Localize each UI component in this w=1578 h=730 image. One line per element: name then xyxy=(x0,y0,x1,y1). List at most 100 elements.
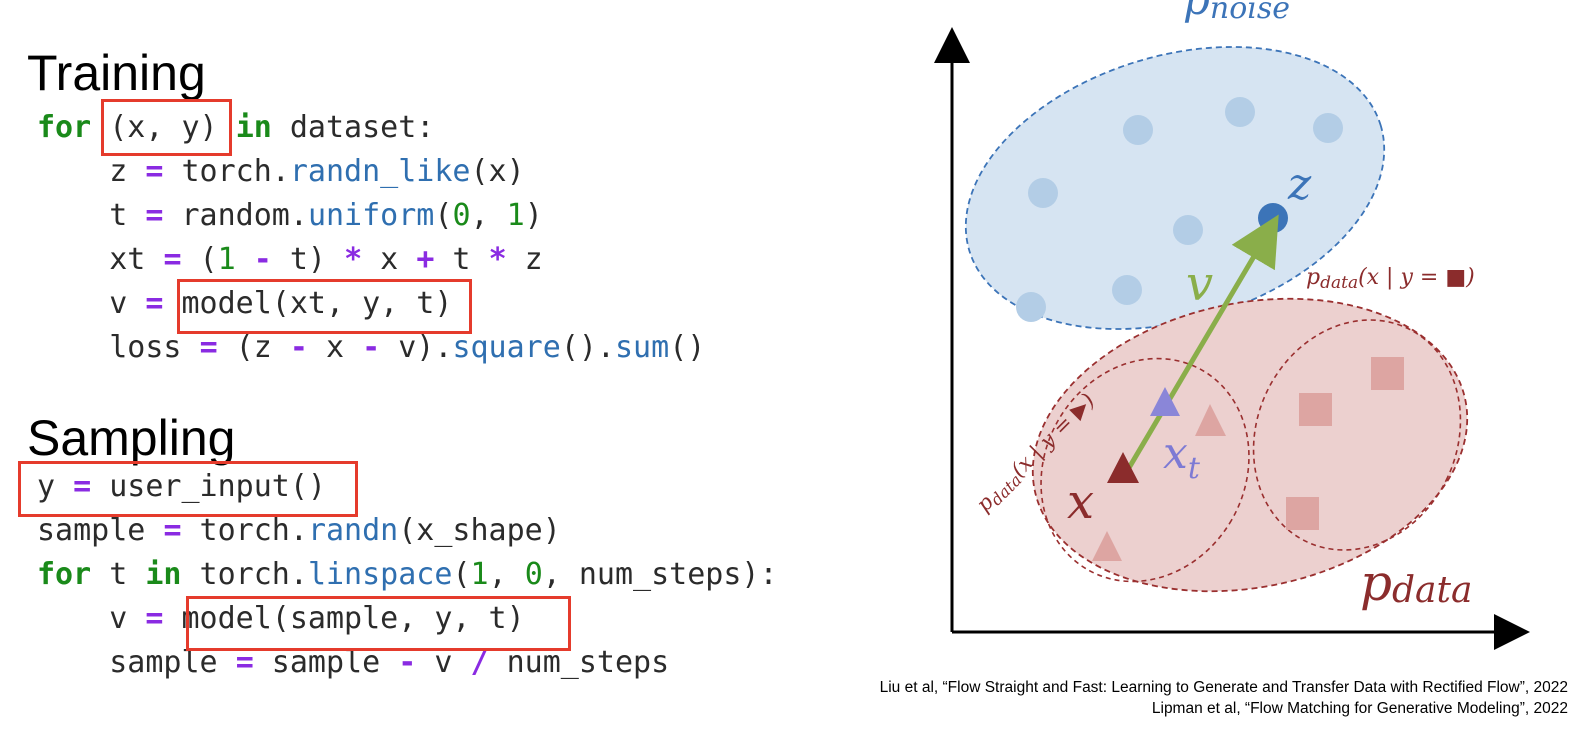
code-token: 0 xyxy=(524,557,543,592)
code-line: for t in torch.linspace(1, 0, num_steps)… xyxy=(37,553,778,597)
training-heading: Training xyxy=(27,45,206,101)
noise-dot xyxy=(1313,113,1343,143)
code-token: t xyxy=(37,198,146,233)
code-line: v = model(sample, y, t) xyxy=(37,597,778,641)
code-token: + xyxy=(416,242,435,277)
x-sample-triangle xyxy=(1107,452,1139,483)
code-token: linspace xyxy=(307,557,453,592)
noise-samples xyxy=(1016,97,1343,322)
citation-lipman: Lipman et al, “Flow Matching for Generat… xyxy=(1151,700,1568,717)
citation-liu: Liu et al, “Flow Straight and Fast: Lear… xyxy=(879,679,1568,696)
code-token: = xyxy=(163,242,182,277)
code-token: ( xyxy=(181,242,218,277)
code-token: t) xyxy=(271,242,345,277)
code-token: in xyxy=(145,557,182,592)
code-token: y xyxy=(37,469,74,504)
triangle-sample xyxy=(1092,531,1122,561)
code-token: = xyxy=(163,513,182,548)
code-token: torch. xyxy=(181,513,308,548)
code-token: = xyxy=(73,469,92,504)
code-token: - xyxy=(362,330,381,365)
triangle-class-region xyxy=(1040,357,1250,583)
noise-dot xyxy=(1123,115,1153,145)
code-line: z = torch.randn_like(x) xyxy=(37,150,705,194)
code-token: z xyxy=(506,242,543,277)
code-token: x xyxy=(307,330,363,365)
code-token: v xyxy=(37,286,146,321)
highlight-box-user-input xyxy=(18,461,358,517)
code-line: v = model(xt, y, t) xyxy=(37,282,705,326)
code-line: for (x, y) in dataset: xyxy=(37,106,705,150)
code-token: t xyxy=(434,242,489,277)
code-token: - xyxy=(289,330,308,365)
code-token: ) xyxy=(524,198,543,233)
code-token: = xyxy=(145,601,164,636)
data-distribution xyxy=(1031,297,1469,593)
code-token: 1 xyxy=(506,198,525,233)
z-label: z xyxy=(1287,159,1312,210)
code-token: , num_steps): xyxy=(542,557,778,592)
code-token: (z xyxy=(217,330,290,365)
code-token: , xyxy=(488,557,525,592)
code-token: , xyxy=(470,198,507,233)
code-token: randn_like xyxy=(289,154,471,189)
code-token: user_input() xyxy=(91,469,326,504)
code-token: * xyxy=(344,242,363,277)
noise-dot xyxy=(1112,275,1142,305)
code-token: * xyxy=(488,242,507,277)
code-token: torch. xyxy=(163,154,290,189)
noise-dot xyxy=(1016,292,1046,322)
noise-distribution xyxy=(964,46,1386,330)
code-token: 0 xyxy=(452,198,471,233)
code-token: model(xt, y, t) xyxy=(163,286,453,321)
code-line: loss = (z - x - v).square().sum() xyxy=(37,326,705,370)
p-noise-label: pnoise xyxy=(1183,0,1290,26)
code-token: sum xyxy=(615,330,670,365)
p-data-label: pdata xyxy=(1360,554,1472,612)
noise-dot xyxy=(1028,178,1058,208)
code-token: for xyxy=(37,557,92,592)
z-sample-dot xyxy=(1258,203,1288,233)
x-label: x xyxy=(1067,474,1094,530)
code-token: random. xyxy=(163,198,308,233)
code-token: uniform xyxy=(307,198,435,233)
code-token: torch. xyxy=(181,557,308,592)
code-token: - xyxy=(398,645,417,680)
code-token: (x, y) xyxy=(109,110,218,145)
code-line: y = user_input() xyxy=(37,465,778,509)
code-token: xt xyxy=(37,242,164,277)
code-token: sample xyxy=(37,513,164,548)
code-token: dataset: xyxy=(271,110,435,145)
code-line: sample = torch.randn(x_shape) xyxy=(37,509,778,553)
code-token: - xyxy=(253,242,272,277)
code-token: v xyxy=(37,601,146,636)
code-token: = xyxy=(235,645,254,680)
v-label: v xyxy=(1186,256,1213,312)
noise-dot xyxy=(1173,215,1203,245)
code-token: = xyxy=(199,330,218,365)
code-line: xt = (1 - t) * x + t * z xyxy=(37,238,705,282)
square-sample xyxy=(1299,393,1332,426)
code-token: z xyxy=(37,154,146,189)
code-token: in xyxy=(235,110,272,145)
xt-sample-triangle xyxy=(1150,387,1180,416)
square-sample xyxy=(1286,497,1319,530)
code-token: 1 xyxy=(470,557,489,592)
training-code-block: for (x, y) in dataset: z = torch.randn_l… xyxy=(37,106,705,370)
code-token: ( xyxy=(452,557,471,592)
code-token: x xyxy=(362,242,417,277)
code-token: = xyxy=(145,198,164,233)
code-token: = xyxy=(145,286,164,321)
code-token: square xyxy=(452,330,561,365)
code-token: = xyxy=(145,154,164,189)
code-token: for xyxy=(37,110,110,145)
highlight-box-model-sample xyxy=(186,596,571,651)
code-token: / xyxy=(470,645,489,680)
code-token: loss xyxy=(37,330,200,365)
code-token: () xyxy=(669,330,706,365)
code-token: v xyxy=(416,645,471,680)
velocity-arrow xyxy=(1120,214,1279,480)
code-token: v). xyxy=(380,330,453,365)
square-sample xyxy=(1371,357,1404,390)
